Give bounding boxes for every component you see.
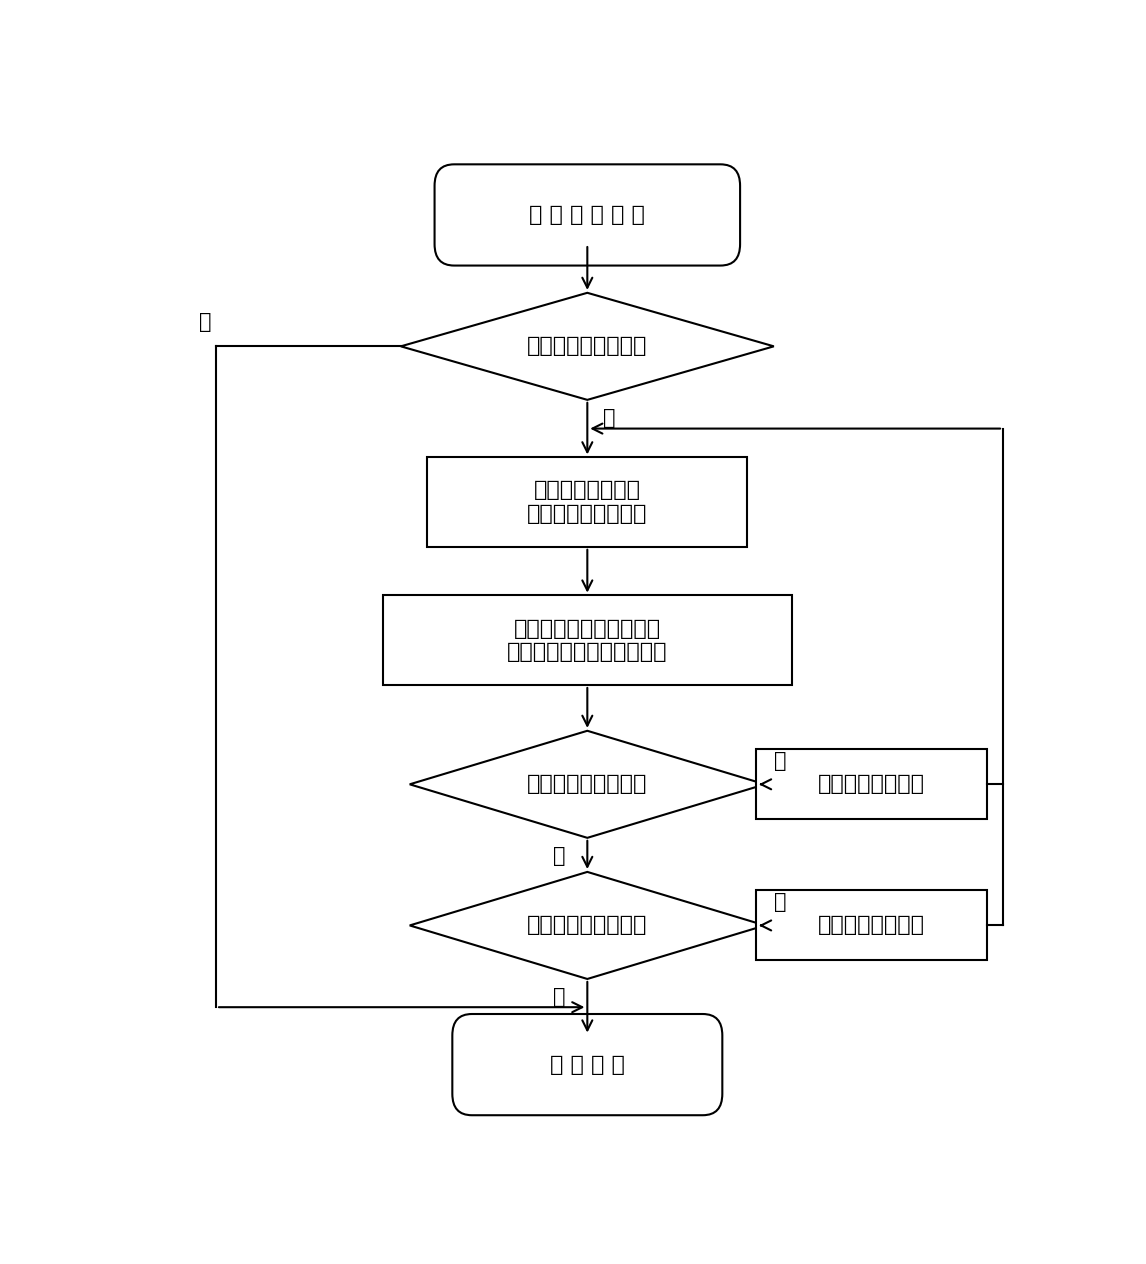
Text: 是: 是 bbox=[774, 892, 786, 911]
FancyBboxPatch shape bbox=[434, 164, 740, 265]
Text: 数字压力传感器采
集减压阀出口压力值: 数字压力传感器采 集减压阀出口压力值 bbox=[527, 480, 647, 523]
Polygon shape bbox=[410, 872, 766, 978]
Text: 否: 否 bbox=[199, 312, 212, 331]
Bar bbox=[756, 750, 987, 819]
Text: 否: 否 bbox=[552, 846, 565, 866]
Bar bbox=[756, 890, 987, 961]
Text: 退 出 调 节: 退 出 调 节 bbox=[550, 1054, 625, 1074]
Text: 大于正常压力值吗？: 大于正常压力值吗？ bbox=[527, 775, 647, 794]
FancyBboxPatch shape bbox=[453, 1014, 722, 1115]
Bar bbox=[383, 595, 792, 685]
Text: 是: 是 bbox=[603, 408, 615, 427]
Bar bbox=[427, 458, 747, 547]
Text: 启动负电磁阀动作: 启动负电磁阀动作 bbox=[818, 775, 925, 794]
Text: 压力采集时间到吗？: 压力采集时间到吗？ bbox=[527, 336, 647, 356]
Text: 将采集到的压力值与一定
时间段内的正常压力值比较: 将采集到的压力值与一定 时间段内的正常压力值比较 bbox=[507, 618, 668, 662]
Text: 否: 否 bbox=[552, 987, 565, 1006]
Polygon shape bbox=[410, 731, 766, 838]
Text: 是: 是 bbox=[774, 751, 786, 771]
Text: 时 间 模 式 调 节: 时 间 模 式 调 节 bbox=[529, 205, 645, 225]
Text: 启动正电磁阀动作: 启动正电磁阀动作 bbox=[818, 915, 925, 935]
Text: 小于正常压力值吗？: 小于正常压力值吗？ bbox=[527, 915, 647, 935]
Polygon shape bbox=[401, 293, 774, 399]
